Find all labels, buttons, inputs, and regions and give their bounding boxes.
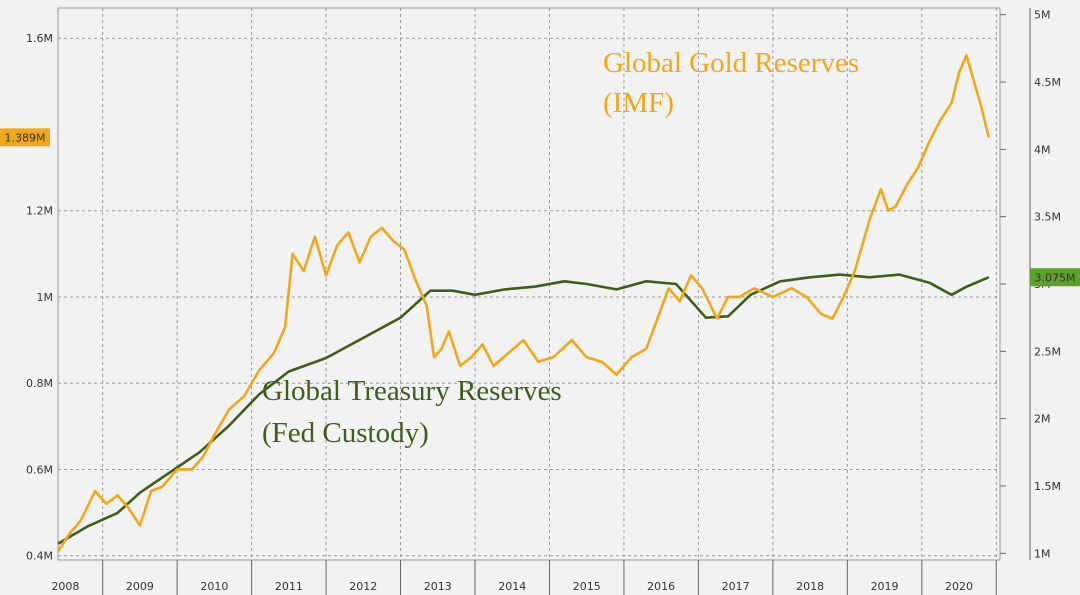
treasury-last-value-text: 3.075M — [1035, 271, 1076, 284]
x-tick-label: 2019 — [871, 580, 899, 593]
treasury-last-value-badge — [1030, 268, 1080, 287]
right-y-tick-label: 1M — [1034, 547, 1051, 560]
x-tick-label: 2015 — [573, 580, 601, 593]
gold-series-label-line1: Global Gold Reserves — [603, 47, 859, 79]
x-tick-label: 2013 — [424, 580, 452, 593]
right-y-tick-label: 1.5M — [1034, 480, 1061, 493]
right-y-tick-label: 5M — [1034, 9, 1051, 22]
left-y-tick-label: 0.8M — [26, 377, 53, 390]
gold-last-value-badge — [0, 128, 50, 147]
right-y-tick-label: 4.5M — [1034, 76, 1061, 89]
axes: 2008 2009 2010 2011 2012 2013 2014 2015 2016 2017… — [26, 8, 1061, 595]
x-tick-label: 2016 — [647, 580, 675, 593]
right-y-tick-label: 4M — [1034, 143, 1051, 156]
left-y-tick-label: 0.4M — [26, 550, 53, 563]
right-y-tick-label: 2M — [1034, 413, 1051, 426]
left-y-tick-label: 0.6M — [26, 463, 53, 476]
x-tick-label: 2008 — [51, 580, 79, 593]
left-y-tick-label: 1.6M — [26, 32, 53, 45]
badge-layer: 1.389M 3.075M — [0, 128, 1080, 287]
series-layer — [56, 54, 991, 553]
treasury-series-label-line2: (Fed Custody) — [262, 417, 429, 449]
x-tick-label: 2010 — [200, 580, 228, 593]
grid — [57, 7, 1001, 561]
labels-layer: Global Gold Reserves (IMF) Global Treasu… — [262, 47, 859, 449]
gold-reserves-line — [56, 54, 991, 553]
x-tick-label: 2020 — [945, 580, 973, 593]
gold-last-value-text: 1.389M — [5, 131, 46, 144]
right-y-tick-label: 2.5M — [1034, 345, 1061, 358]
treasury-series-label-line1: Global Treasury Reserves — [262, 375, 562, 407]
treasury-reserves-line — [57, 273, 990, 545]
x-tick-label: 2014 — [498, 580, 526, 593]
right-y-tick-label: 3.5M — [1034, 211, 1061, 224]
x-tick-label: 2017 — [722, 580, 750, 593]
x-tick-label: 2011 — [275, 580, 303, 593]
x-tick-label: 2018 — [796, 580, 824, 593]
x-tick-label: 2009 — [126, 580, 154, 593]
left-y-tick-label: 1.2M — [26, 205, 53, 218]
gold-series-label-line2: (IMF) — [603, 87, 674, 119]
x-tick-label: 2012 — [349, 580, 377, 593]
left-y-tick-label: 1M — [37, 291, 54, 304]
